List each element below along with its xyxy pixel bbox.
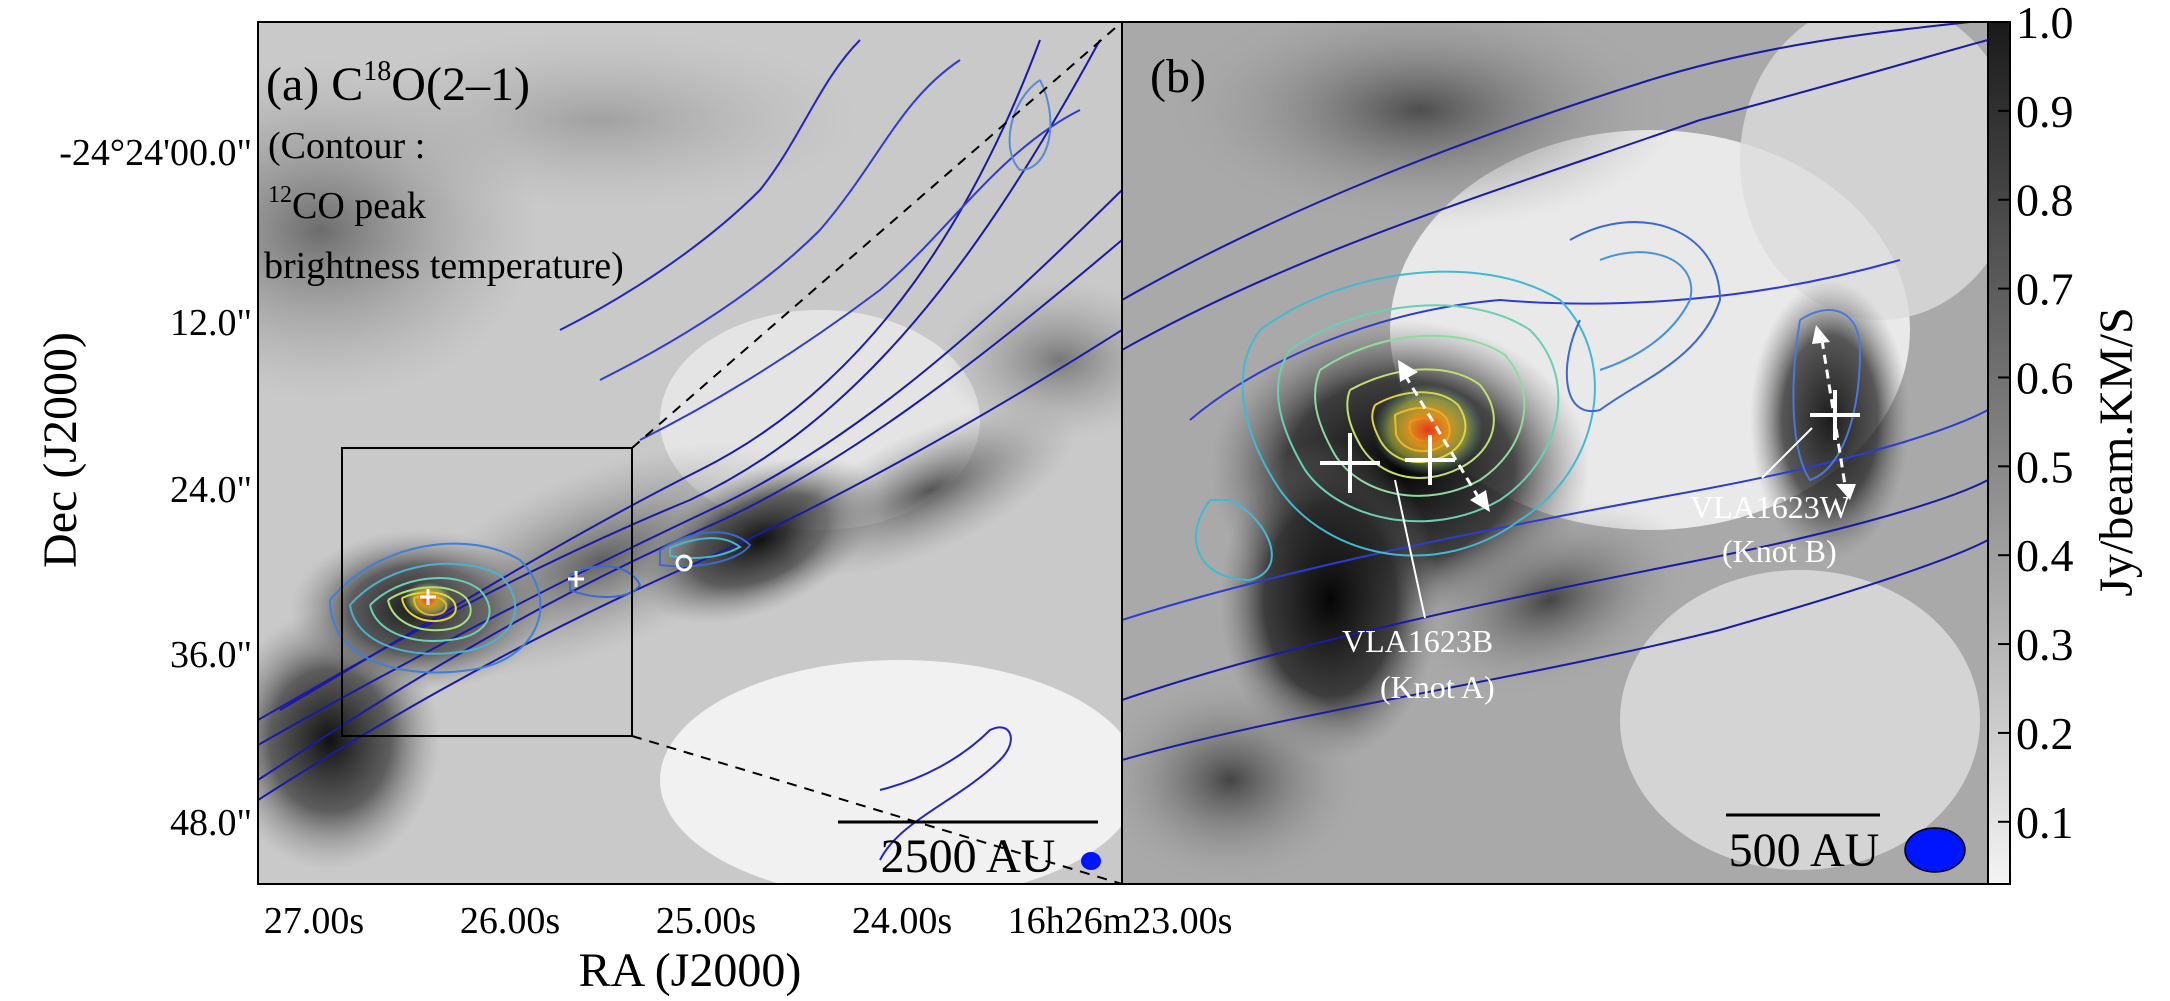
y-tick-label: 24.0" bbox=[170, 469, 252, 511]
colorbar bbox=[1987, 21, 2011, 885]
colorbar-tick-label: 0.8 bbox=[2016, 175, 2074, 226]
source-2-knot: (Knot B) bbox=[1722, 533, 1837, 569]
y-tick-label: 36.0" bbox=[170, 634, 252, 676]
x-tick-labels: 27.00s 26.00s 25.00s 24.00s 16h26m23.00s bbox=[264, 900, 1233, 942]
panel-a-note-line2: 12CO peak bbox=[268, 182, 426, 227]
x-tick-label: 24.00s bbox=[852, 900, 952, 942]
source-2-name: VLA1623W bbox=[1690, 489, 1851, 525]
colorbar-tick-label: 0.4 bbox=[2016, 530, 2074, 581]
panel-a-note-line3: brightness temperature) bbox=[264, 245, 624, 287]
panel-a-label: (a) C18O(2–1) bbox=[266, 56, 530, 111]
panel-a-scale-label: 2500 AU bbox=[881, 830, 1056, 883]
colorbar-tick-label: 1.0 bbox=[2016, 0, 2074, 48]
x-tick-label: 27.00s bbox=[264, 900, 364, 942]
source-1-knot: (Knot A) bbox=[1380, 669, 1495, 705]
colorbar-tick-label: 0.6 bbox=[2016, 352, 2074, 403]
panel-b-beam bbox=[1904, 827, 1966, 873]
colorbar-tick-label: 0.9 bbox=[2016, 86, 2074, 137]
zoom-connectors bbox=[631, 21, 1123, 885]
colorbar-tick-label: 0.3 bbox=[2016, 619, 2074, 670]
colorbar-tick-label: 0.1 bbox=[2016, 797, 2074, 848]
colorbar-tick-label: 0.7 bbox=[2016, 264, 2074, 315]
panel-a-note-line1: (Contour : bbox=[268, 125, 425, 167]
y-tick-labels: -24°24'00.0" 12.0" 24.0" 36.0" 48.0" bbox=[59, 132, 252, 844]
colorbar-tick-labels: 1.0 0.9 0.8 0.7 0.6 0.5 0.4 0.3 0.2 0.1 bbox=[2016, 0, 2074, 848]
panel-b-scale-label: 500 AU bbox=[1729, 824, 1880, 877]
panel-b-image bbox=[1122, 22, 1988, 884]
x-axis-label: RA (J2000) bbox=[579, 944, 802, 997]
panel-a-beam bbox=[1081, 852, 1101, 870]
panel-a-image bbox=[258, 22, 1122, 884]
panel-b-label: (b) bbox=[1150, 50, 1206, 103]
source-1-name: VLA1623B bbox=[1342, 623, 1493, 659]
y-tick-label: -24°24'00.0" bbox=[59, 132, 252, 174]
y-tick-label: 12.0" bbox=[170, 302, 252, 344]
colorbar-tick-label: 0.5 bbox=[2016, 441, 2074, 492]
x-tick-label: 16h26m23.00s bbox=[1008, 900, 1233, 942]
x-tick-label: 25.00s bbox=[656, 900, 756, 942]
colorbar-label: Jy/beam.KM/S bbox=[2090, 307, 2143, 596]
y-tick-label: 48.0" bbox=[170, 802, 252, 844]
colorbar-tick-marks bbox=[1998, 21, 2010, 823]
y-axis-label: Dec (J2000) bbox=[34, 332, 87, 568]
colorbar-tick-label: 0.2 bbox=[2016, 708, 2074, 759]
x-tick-label: 26.00s bbox=[460, 900, 560, 942]
